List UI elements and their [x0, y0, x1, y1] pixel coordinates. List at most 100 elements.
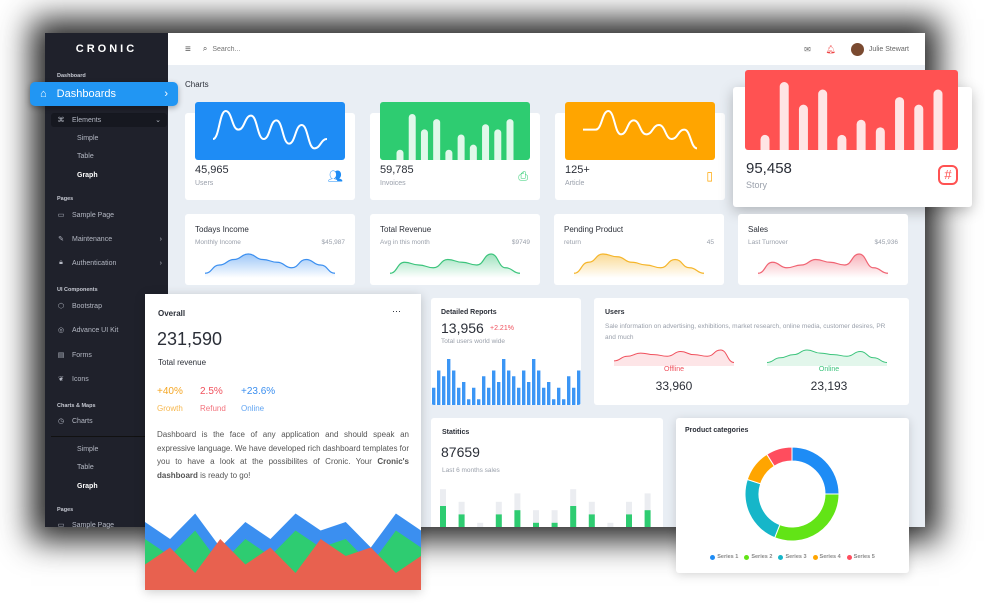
stat-chart-header	[380, 102, 530, 160]
overall-value: 231,590	[157, 329, 223, 349]
sparkline-chart	[205, 253, 335, 278]
sidebar-item-charts[interactable]: ◷ Charts	[57, 417, 162, 426]
product-categories-card: Product categories Series 1 Series 2 Serie…	[676, 418, 909, 573]
bar	[408, 114, 416, 160]
sidebar-sub-table[interactable]: Table	[77, 153, 94, 160]
bar	[467, 399, 471, 405]
bar	[537, 370, 541, 405]
bar	[462, 382, 466, 405]
stat-chart-header	[745, 70, 958, 150]
stat-value: 45,965	[195, 164, 229, 176]
sparkline-fill	[205, 254, 335, 278]
sidebar-item-maintenance[interactable]: ✎ Maintenance ›	[57, 235, 162, 244]
monitor-icon: ▭	[57, 212, 65, 219]
sidebar-sub-table[interactable]: Table	[77, 464, 94, 471]
top-header: ≡ ⌕ ✉ 🔔︎ Julie Stewart	[168, 33, 925, 65]
summary-card: Todays Income Monthly Income $45,987	[185, 214, 355, 285]
legend-label: Series 2	[751, 554, 773, 560]
offline-label: Offline	[663, 366, 685, 373]
sparkline-fill	[574, 254, 704, 278]
bar	[507, 370, 511, 405]
mail-icon[interactable]: ✉	[804, 44, 811, 54]
legend-item[interactable]: Series 4	[812, 554, 841, 560]
bar-bg	[458, 501, 465, 527]
donut-slice	[744, 478, 781, 539]
statistics-sub: Last 6 months sales	[442, 467, 500, 474]
sparkline	[212, 109, 328, 150]
legend-item[interactable]: Series 5	[846, 554, 875, 560]
bar	[497, 382, 501, 405]
sidebar-item-dashboards[interactable]: ⌂ Dashboards ›	[30, 82, 178, 106]
sidebar-sub-simple[interactable]: Simple	[77, 446, 99, 453]
more-icon[interactable]: ⋯	[392, 306, 401, 316]
label: Sample Page	[72, 521, 115, 529]
sidebar-sub-graph[interactable]: Graph	[77, 172, 98, 179]
bar	[477, 399, 481, 405]
stat-value: 125+	[565, 164, 590, 176]
stat-chart	[212, 109, 328, 150]
card-title: Sales	[748, 225, 769, 234]
label: Maintenance	[72, 235, 113, 243]
stat-value: 95,458	[746, 160, 792, 177]
legend-item[interactable]: Series 1	[710, 554, 738, 560]
bar	[445, 149, 453, 160]
legend-label: Series 4	[819, 554, 841, 560]
bar	[933, 89, 943, 150]
legend-dot-icon	[812, 554, 818, 560]
overall-subtitle: Total revenue	[158, 358, 207, 367]
detailed-value: 13,956	[441, 320, 484, 336]
bar	[895, 97, 905, 150]
avatar[interactable]	[850, 42, 864, 56]
book-icon: ▯	[706, 169, 713, 183]
bell-icon[interactable]: 🔔︎	[825, 44, 836, 54]
bar	[533, 522, 539, 527]
section-dashboard: Dashboard	[57, 73, 86, 79]
card-title: Detailed Reports	[441, 309, 497, 316]
bar-bg	[626, 501, 632, 527]
sidebar-item-sample-page[interactable]: ▭ Sample Page	[57, 521, 162, 530]
bar	[492, 370, 496, 405]
bar	[433, 119, 441, 160]
offline-sparkline	[614, 349, 734, 366]
chevron-right-icon: ›	[159, 259, 162, 267]
card-title: Pending Product	[564, 225, 624, 234]
sidebar-item-advance-ui[interactable]: ◎ Advance UI Kit	[57, 326, 162, 335]
sidebar-item-forms[interactable]: ▤ Forms	[57, 351, 162, 360]
label: Dashboards	[56, 88, 116, 100]
statistics-bar-chart	[440, 489, 651, 527]
sidebar-sub-graph[interactable]: Graph	[77, 483, 98, 490]
bar	[570, 506, 577, 527]
label: Charts	[72, 417, 93, 425]
legend-item[interactable]: Series 2	[744, 554, 772, 560]
section-ui: UI Components	[57, 287, 98, 293]
sidebar-sub-simple[interactable]: Simple	[77, 135, 99, 142]
bar	[626, 514, 632, 527]
bar	[420, 129, 428, 160]
donut-chart	[744, 446, 840, 542]
stat-label: Invoices	[380, 180, 406, 187]
sidebar-item-icons[interactable]: ❦ Icons	[57, 375, 162, 384]
bar	[495, 514, 502, 527]
label: Elements	[72, 116, 102, 124]
menu-icon[interactable]: ≡	[185, 43, 191, 55]
chevron-right-icon: ›	[159, 235, 162, 243]
online-label: Online	[818, 366, 840, 373]
donut-slice	[766, 446, 793, 467]
bar	[482, 376, 486, 405]
card-value: $45,987	[321, 239, 346, 246]
card-sub: Last Turnover	[748, 239, 788, 246]
donut-slice	[791, 446, 840, 495]
label: Sample Page	[72, 211, 115, 219]
legend-item[interactable]: Series 3	[778, 554, 807, 560]
area-red	[145, 539, 421, 590]
search-input[interactable]	[212, 45, 413, 53]
stat-label: Story	[746, 180, 768, 190]
sidebar-item-sample-page[interactable]: ▭ Sample Page	[57, 211, 162, 220]
sidebar-item-elements[interactable]: ⌘ Elements ⌄	[51, 113, 167, 127]
bar	[551, 522, 558, 527]
legend-label: Series 1	[717, 554, 739, 560]
sidebar-item-authentication[interactable]: 🔒︎ Authentication ›	[57, 259, 162, 267]
bar	[506, 119, 514, 160]
sparkline-fill	[767, 350, 887, 366]
user-name[interactable]: Julie Stewart	[868, 45, 909, 53]
